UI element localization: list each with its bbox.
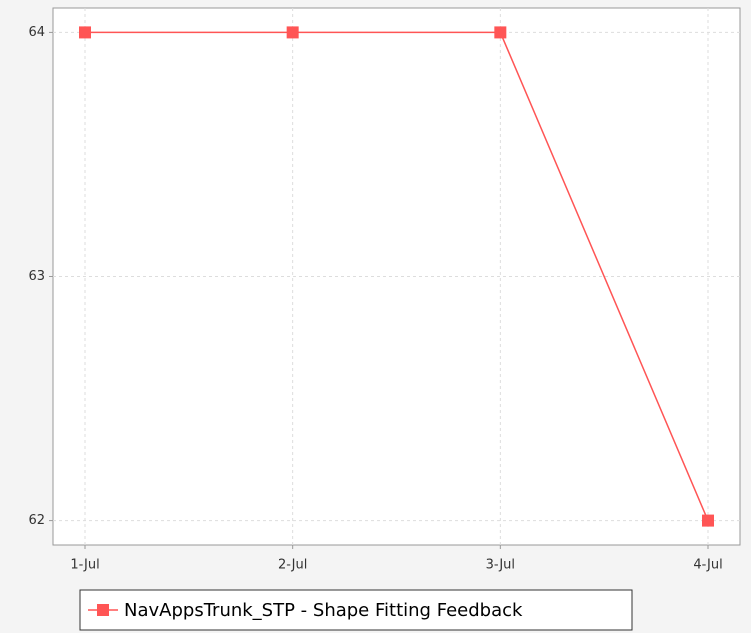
y-tick-label: 62 [28, 513, 45, 528]
point [79, 26, 91, 39]
x-tick-label: 3-Jul [486, 558, 515, 573]
legend-box [79, 589, 633, 631]
point [702, 514, 714, 527]
x-tick-label: 2-Jul [278, 558, 307, 573]
legend-marker [97, 604, 109, 616]
legend-label: NavAppsTrunk_STP - Shape Fitting Feedbac… [124, 600, 523, 621]
y-tick-label: 64 [28, 25, 45, 40]
point [494, 26, 507, 39]
x-tick-label: 1-Jul [70, 558, 99, 573]
y-tick-label: 63 [28, 269, 45, 284]
series-line [85, 31, 709, 521]
point [286, 26, 299, 39]
x-tick-label: 4-Jul [693, 558, 722, 573]
